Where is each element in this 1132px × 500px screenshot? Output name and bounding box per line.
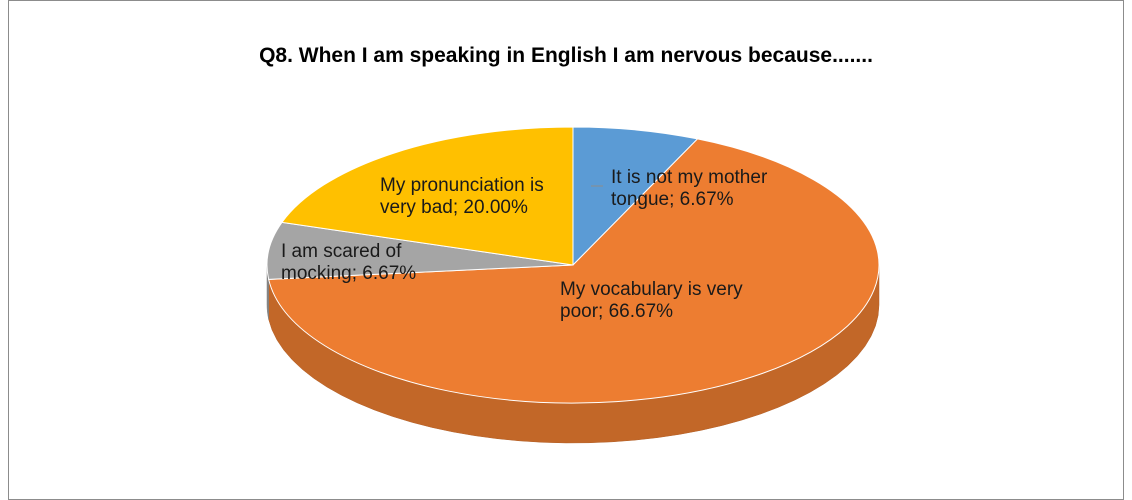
slice	[572, 126, 699, 267]
slice	[268, 138, 880, 404]
slice	[281, 126, 574, 266]
slice	[266, 221, 574, 280]
data-label: My pronunciation is very bad; 20.00%	[380, 175, 544, 218]
data-label: My vocabulary is very poor; 66.67%	[560, 279, 743, 322]
data-label: I am scared of mocking; 6.67%	[281, 241, 417, 284]
chart-title: Q8. When I am speaking in English I am n…	[259, 44, 873, 67]
data-label: It is not my mother tongue; 6.67%	[611, 167, 768, 210]
